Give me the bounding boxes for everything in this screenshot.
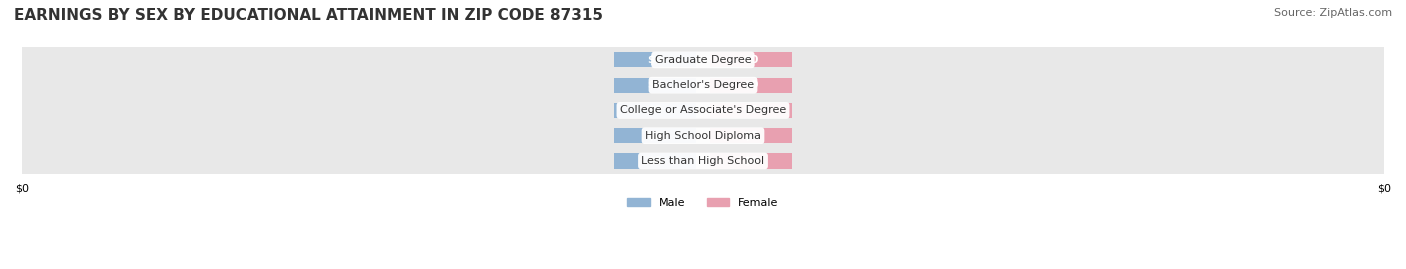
Bar xyxy=(614,52,696,68)
Text: EARNINGS BY SEX BY EDUCATIONAL ATTAINMENT IN ZIP CODE 87315: EARNINGS BY SEX BY EDUCATIONAL ATTAINMEN… xyxy=(14,8,603,23)
Bar xyxy=(614,77,696,93)
Bar xyxy=(710,128,792,143)
Legend: Male, Female: Male, Female xyxy=(623,193,783,212)
Bar xyxy=(710,103,792,118)
Text: $0: $0 xyxy=(742,80,758,90)
Text: $0: $0 xyxy=(742,105,758,115)
Text: $0: $0 xyxy=(648,105,664,115)
Text: $0: $0 xyxy=(742,131,758,141)
Bar xyxy=(22,47,1384,73)
Bar xyxy=(614,103,696,118)
Text: $0: $0 xyxy=(648,131,664,141)
Bar xyxy=(22,98,1384,123)
Bar xyxy=(22,148,1384,174)
Text: Bachelor's Degree: Bachelor's Degree xyxy=(652,80,754,90)
Bar xyxy=(22,123,1384,148)
Text: $0: $0 xyxy=(742,156,758,166)
Bar xyxy=(710,153,792,169)
Text: Source: ZipAtlas.com: Source: ZipAtlas.com xyxy=(1274,8,1392,18)
Bar xyxy=(614,128,696,143)
Text: Graduate Degree: Graduate Degree xyxy=(655,55,751,65)
Text: $0: $0 xyxy=(648,156,664,166)
Bar xyxy=(710,77,792,93)
Text: College or Associate's Degree: College or Associate's Degree xyxy=(620,105,786,115)
Text: $0: $0 xyxy=(648,55,664,65)
Text: $0: $0 xyxy=(648,80,664,90)
Bar xyxy=(22,73,1384,98)
Text: $0: $0 xyxy=(742,55,758,65)
Bar xyxy=(710,52,792,68)
Text: High School Diploma: High School Diploma xyxy=(645,131,761,141)
Text: Less than High School: Less than High School xyxy=(641,156,765,166)
Bar xyxy=(614,153,696,169)
